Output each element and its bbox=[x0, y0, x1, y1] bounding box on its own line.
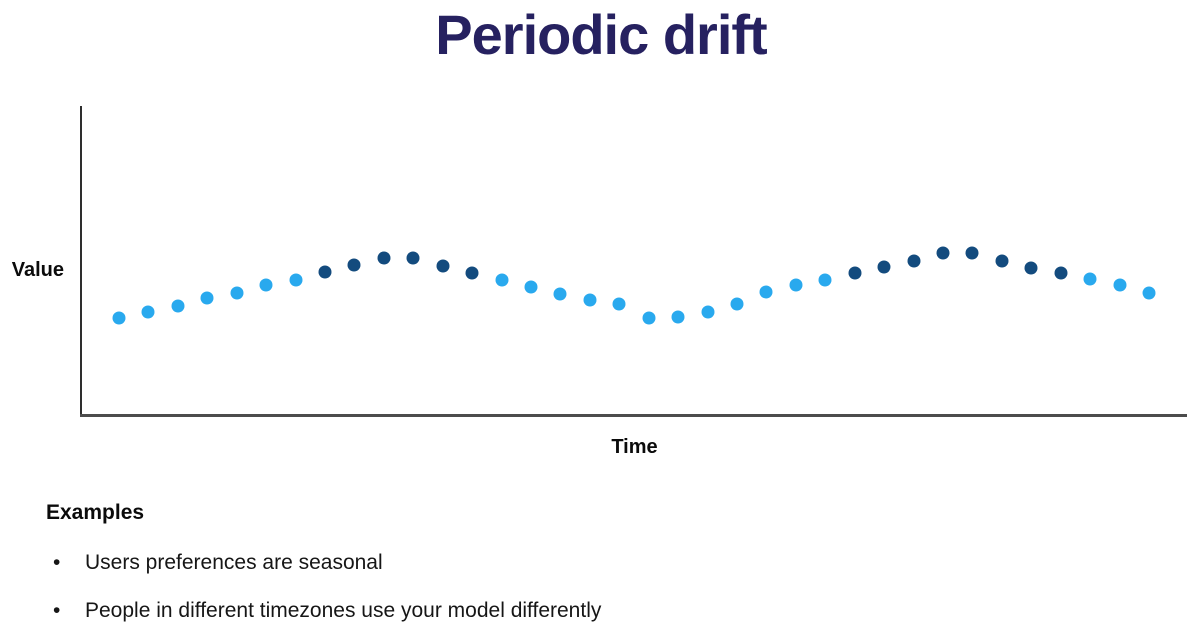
data-point-base bbox=[259, 278, 273, 292]
bullet-icon: • bbox=[53, 599, 61, 622]
data-point-peak bbox=[406, 251, 420, 265]
data-point-base bbox=[1113, 278, 1127, 292]
data-point-peak bbox=[848, 266, 862, 280]
data-point-peak bbox=[907, 254, 921, 268]
y-axis-line bbox=[80, 106, 82, 417]
data-point-base bbox=[553, 287, 567, 301]
x-axis-line bbox=[80, 414, 1187, 417]
data-point-base bbox=[112, 311, 126, 325]
data-point-base bbox=[1142, 286, 1156, 300]
data-point-base bbox=[818, 273, 832, 287]
data-point-base bbox=[495, 273, 509, 287]
data-point-peak bbox=[1024, 261, 1038, 275]
data-point-base bbox=[759, 285, 773, 299]
list-item: • Users preferences are seasonal bbox=[53, 552, 601, 573]
data-point-peak bbox=[936, 246, 950, 260]
data-point-base bbox=[612, 297, 626, 311]
data-point-base bbox=[671, 310, 685, 324]
data-point-peak bbox=[465, 266, 479, 280]
bullet-icon: • bbox=[53, 551, 61, 574]
data-point-peak bbox=[347, 258, 361, 272]
data-point-peak bbox=[877, 260, 891, 274]
data-point-base bbox=[642, 311, 656, 325]
data-point-peak bbox=[436, 259, 450, 273]
x-axis-label: Time bbox=[611, 436, 658, 458]
bullet-text: Users preferences are seasonal bbox=[85, 551, 383, 574]
slide-title: Periodic drift bbox=[435, 3, 767, 66]
data-point-base bbox=[200, 291, 214, 305]
data-point-base bbox=[1083, 272, 1097, 286]
data-point-base bbox=[730, 297, 744, 311]
scatter-chart bbox=[80, 106, 1187, 417]
data-point-base bbox=[171, 299, 185, 313]
data-point-base bbox=[789, 278, 803, 292]
bullet-text: People in different timezones use your m… bbox=[85, 599, 602, 622]
data-point-base bbox=[289, 273, 303, 287]
data-point-peak bbox=[995, 254, 1009, 268]
data-point-peak bbox=[318, 265, 332, 279]
list-item: • People in different timezones use your… bbox=[53, 600, 601, 621]
y-axis-label: Value bbox=[11, 259, 64, 281]
data-point-base bbox=[701, 305, 715, 319]
data-point-peak bbox=[965, 246, 979, 260]
data-point-base bbox=[583, 293, 597, 307]
data-point-base bbox=[230, 286, 244, 300]
examples-heading: Examples bbox=[46, 501, 145, 524]
examples-list: • Users preferences are seasonal • Peopl… bbox=[53, 552, 601, 637]
data-point-peak bbox=[1054, 266, 1068, 280]
data-point-base bbox=[524, 280, 538, 294]
data-point-base bbox=[141, 305, 155, 319]
data-point-peak bbox=[377, 251, 391, 265]
